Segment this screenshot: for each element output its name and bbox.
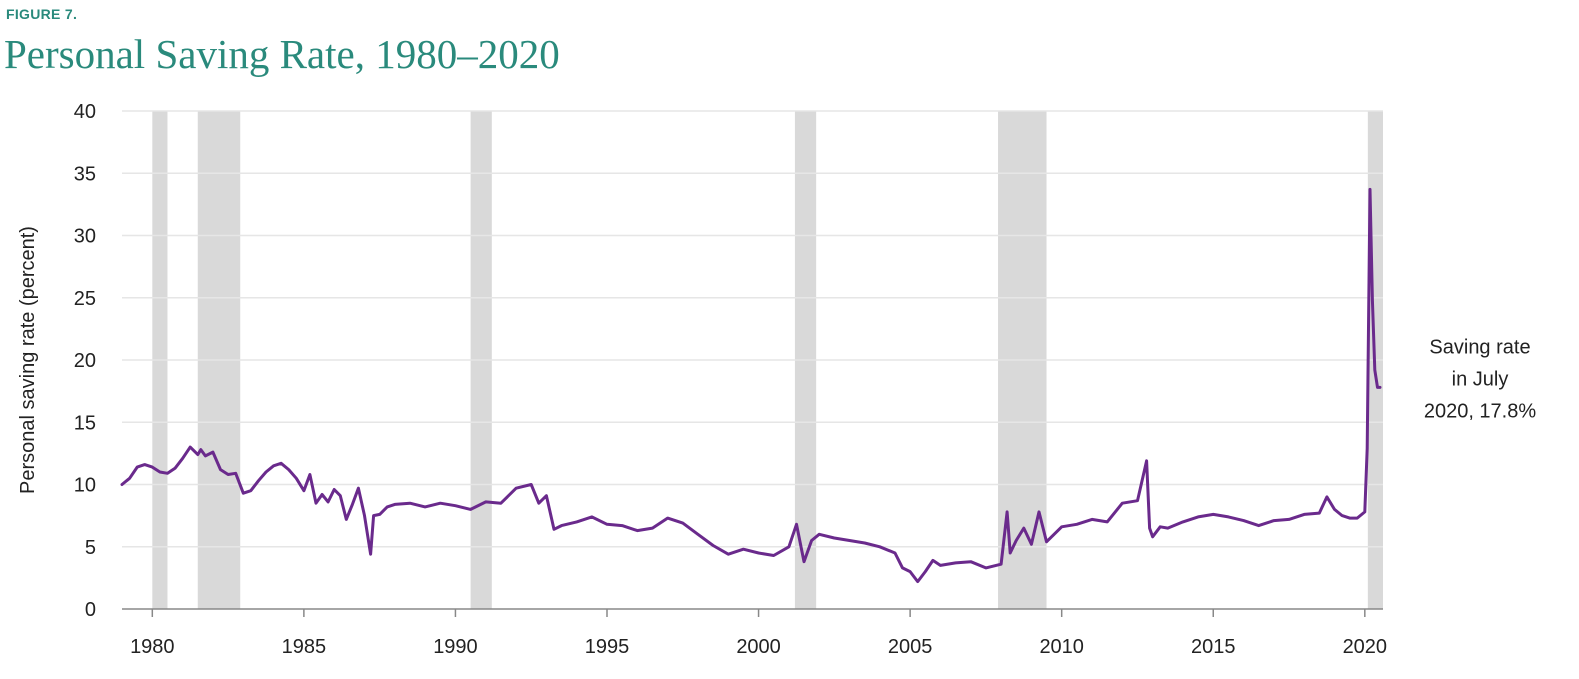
y-tick-labels: 0 5 10 15 20 25 30 35 40	[74, 101, 96, 621]
x-tick-label: 2000	[736, 636, 781, 658]
y-axis-label: Personal saving rate (percent)	[17, 226, 39, 494]
series-lines	[120, 187, 1382, 584]
x-tick-label: 1995	[585, 636, 630, 658]
gridlines	[122, 110, 1383, 548]
x-tick-label: 1980	[130, 636, 175, 658]
annotation-text-line: 2020, 17.8%	[1424, 400, 1537, 422]
x-tick-labels: 1980 1985 1990 1995 2000 2005 2010 2015 2020	[130, 636, 1387, 658]
x-tick-label: 2005	[888, 636, 933, 658]
annotation-text-line: Saving rate	[1429, 336, 1530, 358]
y-tick-label: 0	[85, 599, 96, 621]
x-tick-label: 1990	[433, 636, 478, 658]
y-tick-label: 10	[74, 475, 96, 497]
x-tick-label: 1985	[282, 636, 327, 658]
y-tick-label: 40	[74, 101, 96, 123]
y-tick-label: 25	[74, 288, 96, 310]
saving-rate-line	[120, 187, 1382, 584]
annotations: Saving rate in July 2020, 17.8%	[1383, 336, 1537, 422]
y-tick-label: 15	[74, 412, 96, 434]
y-tick-label: 20	[74, 350, 96, 372]
x-tick-label: 2020	[1343, 636, 1388, 658]
axes	[122, 608, 1383, 617]
y-tick-label: 30	[74, 226, 96, 248]
y-tick-label: 5	[85, 537, 96, 559]
y-tick-label: 35	[74, 163, 96, 185]
chart-title: Personal Saving Rate, 1980–2020	[4, 31, 560, 77]
x-tick-label: 2015	[1191, 636, 1236, 658]
annotation-text-line: in July	[1452, 368, 1509, 390]
x-tick-label: 2010	[1039, 636, 1084, 658]
figure-label: FIGURE 7.	[6, 6, 78, 22]
